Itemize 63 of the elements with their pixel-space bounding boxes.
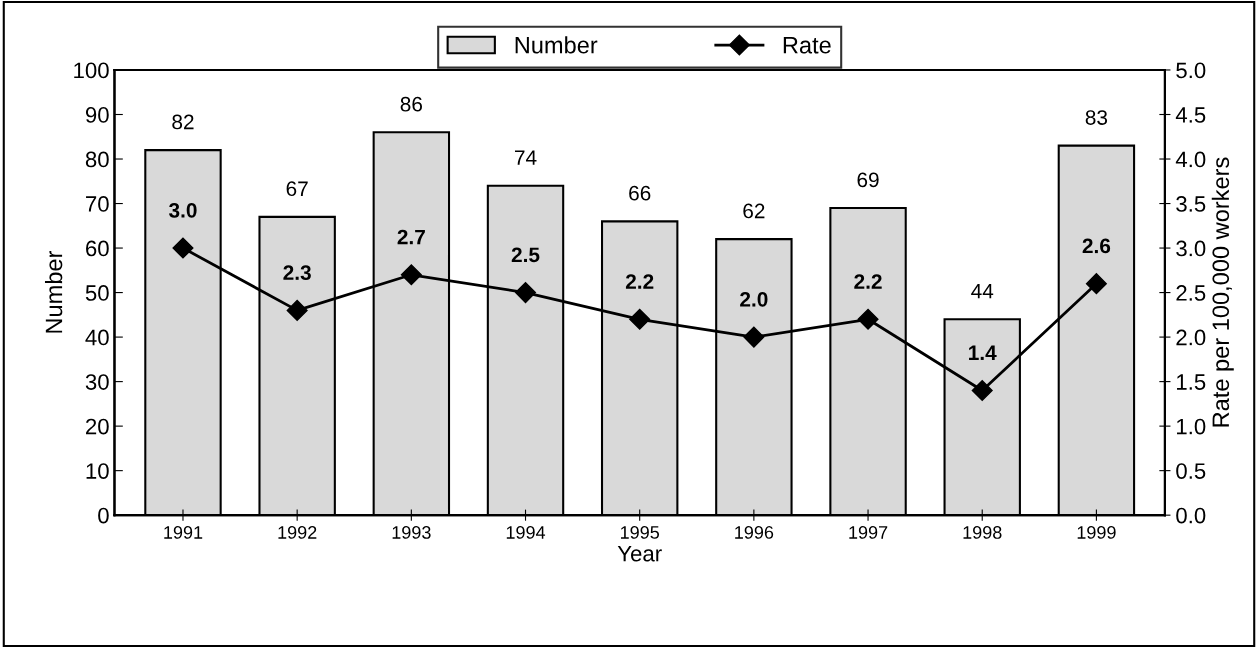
y-axis-title: Number xyxy=(44,250,63,333)
legend-label: Rate xyxy=(783,37,831,54)
y2-axis-title: Rate per 100,000 workers xyxy=(1211,157,1234,427)
point xyxy=(857,308,879,330)
y2-tick-label: 4.5 xyxy=(1175,107,1206,123)
y-tick-label: 20 xyxy=(86,418,109,435)
y2-tick-label: 5.0 xyxy=(1176,62,1206,79)
data-label: 2.3 xyxy=(283,265,311,281)
data-label: 1.4 xyxy=(969,345,997,360)
point xyxy=(400,264,422,286)
y-tick-label: 40 xyxy=(85,329,109,346)
point xyxy=(743,326,765,348)
data-label: 69 xyxy=(857,172,879,188)
data-label: 2.2 xyxy=(854,274,882,289)
y-tick-label: 60 xyxy=(86,240,109,257)
y2-tick-label: 3.0 xyxy=(1176,240,1206,257)
y-tick-label: 0 xyxy=(98,507,109,524)
y2-tick-label: 4.0 xyxy=(1175,151,1206,168)
y2-tick-label: 0.5 xyxy=(1176,463,1206,479)
y2-tick-label: 0.0 xyxy=(1176,507,1206,524)
y-tick-label: 30 xyxy=(85,374,109,390)
x-tick-label: 1991 xyxy=(164,526,203,539)
point xyxy=(172,237,194,259)
point xyxy=(629,308,651,330)
data-label: 2.2 xyxy=(625,274,654,289)
point xyxy=(514,282,537,304)
data-label: 2.0 xyxy=(740,291,768,307)
x-tick-label: 1995 xyxy=(620,526,660,539)
x-tick-label: 1993 xyxy=(392,526,431,539)
legend-label: Number xyxy=(515,36,598,54)
x-tick-label: 1996 xyxy=(735,526,774,539)
x-tick-label: 1998 xyxy=(963,526,1002,539)
y-tick-label: 90 xyxy=(85,107,109,123)
data-label: 2.6 xyxy=(1082,238,1111,254)
x-tick-label: 1999 xyxy=(1077,526,1116,539)
data-label: 3.0 xyxy=(168,202,197,218)
data-label: 44 xyxy=(971,283,994,299)
point xyxy=(286,299,308,321)
y-tick-label: 10 xyxy=(86,463,109,479)
data-label: 62 xyxy=(743,203,765,219)
point xyxy=(1085,273,1107,295)
data-label: 67 xyxy=(286,181,308,197)
x-tick-label: 1997 xyxy=(849,526,888,539)
data-label: 74 xyxy=(515,150,537,165)
y-tick-label: 80 xyxy=(85,151,109,168)
y-tick-label: 50 xyxy=(85,285,109,301)
y-tick-label: 100 xyxy=(74,62,109,79)
x-tick-label: 1992 xyxy=(278,526,317,539)
data-label: 83 xyxy=(1085,110,1108,125)
data-label: 2.5 xyxy=(511,247,540,263)
data-label: 82 xyxy=(172,114,194,130)
y2-tick-label: 2.0 xyxy=(1176,329,1206,346)
y2-tick-label: 3.5 xyxy=(1176,196,1206,212)
x-axis-title: Year xyxy=(617,546,662,562)
data-label: 86 xyxy=(400,96,423,112)
y2-tick-label: 1.5 xyxy=(1177,374,1206,390)
y2-tick-label: 1.0 xyxy=(1177,418,1206,435)
y2-tick-label: 2.5 xyxy=(1176,285,1206,301)
data-label: 2.7 xyxy=(397,229,425,245)
x-tick-label: 1994 xyxy=(506,526,546,539)
y-tick-label: 70 xyxy=(86,196,109,212)
data-label: 66 xyxy=(629,185,651,201)
point xyxy=(971,379,993,402)
